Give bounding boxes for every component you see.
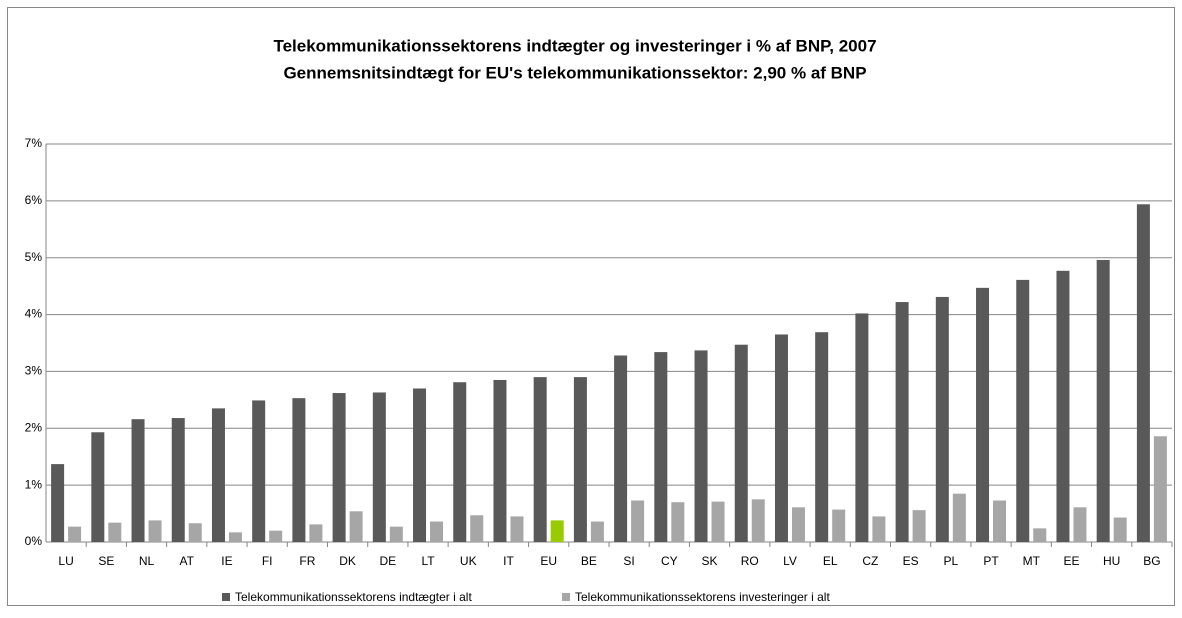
bar [1153, 436, 1167, 542]
x-tick-label: SE [98, 554, 114, 568]
x-tick-label: EL [823, 554, 838, 568]
bar [309, 524, 323, 542]
chart-title: Telekommunikationssektorens indtægter og… [273, 36, 876, 55]
x-tick-label: ES [903, 554, 919, 568]
bar [349, 511, 363, 542]
y-tick-label: 5% [25, 250, 43, 264]
x-tick-label: LT [421, 554, 435, 568]
y-tick-label: 3% [25, 364, 43, 378]
bar [211, 408, 225, 542]
x-tick-label: UK [460, 554, 477, 568]
bar [171, 418, 185, 542]
chart-subtitle: Gennemsnitsindtægt for EU's telekommunik… [283, 63, 866, 82]
bar [1016, 279, 1030, 542]
x-tick-label: FR [299, 554, 315, 568]
bar [51, 464, 65, 542]
bar [751, 499, 765, 542]
bar [1056, 270, 1070, 542]
x-tick-label: EU [540, 554, 557, 568]
bar [614, 355, 628, 542]
y-tick-label: 0% [25, 534, 43, 548]
x-tick-label: BG [1143, 554, 1160, 568]
y-tick-label: 7% [25, 136, 43, 150]
bar [389, 526, 403, 542]
bar [815, 332, 829, 542]
y-tick-label: 2% [25, 420, 43, 434]
bar [148, 520, 162, 542]
legend-swatch [222, 593, 230, 601]
x-tick-label: IT [503, 554, 514, 568]
x-tick-label: SI [623, 554, 634, 568]
bar [976, 287, 990, 542]
x-tick-label: LU [58, 554, 73, 568]
x-tick-label: RO [741, 554, 759, 568]
bar [1136, 204, 1150, 543]
bar [895, 302, 909, 542]
x-tick-label: EE [1063, 554, 1079, 568]
bar [453, 382, 467, 542]
legend-label: Telekommunikationssektorens investeringe… [575, 590, 830, 604]
bar [470, 515, 484, 542]
bar [912, 510, 926, 542]
bar [510, 516, 524, 542]
bar [590, 521, 604, 542]
bar [1033, 528, 1047, 542]
bar [533, 377, 547, 542]
bar [671, 502, 685, 542]
bar [91, 432, 105, 542]
bar [774, 334, 788, 542]
bar [952, 493, 966, 542]
x-tick-label: DK [339, 554, 356, 568]
bar [430, 521, 444, 542]
bar [935, 296, 949, 542]
y-tick-label: 4% [25, 307, 43, 321]
bar [832, 509, 846, 542]
bar [228, 532, 242, 542]
bar [654, 352, 668, 542]
x-tick-label: NL [139, 554, 155, 568]
legend-swatch [562, 593, 570, 601]
bar [791, 507, 805, 542]
bar [269, 530, 283, 542]
bar [573, 377, 587, 542]
bar [1096, 259, 1110, 542]
bar [188, 523, 202, 542]
bar [694, 350, 708, 542]
x-tick-label: PL [943, 554, 958, 568]
bar [131, 419, 145, 542]
x-tick-label: MT [1023, 554, 1041, 568]
bar [734, 344, 748, 542]
x-tick-label: CZ [862, 554, 878, 568]
bar [332, 393, 346, 542]
bar [493, 379, 507, 542]
bar [631, 500, 645, 542]
bar [372, 392, 386, 542]
x-tick-label: HU [1103, 554, 1120, 568]
bar [252, 400, 266, 542]
x-tick-label: PT [983, 554, 999, 568]
x-tick-label: DE [379, 554, 396, 568]
x-tick-label: AT [180, 554, 195, 568]
bar [108, 522, 122, 542]
bar [855, 313, 869, 542]
x-tick-label: FI [262, 554, 273, 568]
bar [292, 398, 306, 542]
bar [413, 388, 427, 542]
y-tick-label: 6% [25, 193, 43, 207]
bar [1073, 507, 1087, 542]
x-tick-label: BE [581, 554, 597, 568]
bar [550, 520, 564, 542]
x-tick-label: LV [783, 554, 797, 568]
bar [68, 526, 82, 542]
bar [711, 501, 725, 542]
x-tick-label: IE [221, 554, 232, 568]
x-tick-label: CY [661, 554, 678, 568]
y-tick-label: 1% [25, 477, 43, 491]
bar [993, 500, 1007, 542]
bar [872, 516, 886, 542]
legend-label: Telekommunikationssektorens indtægter i … [235, 590, 472, 604]
x-tick-label: SK [702, 554, 718, 568]
bar [1113, 517, 1127, 542]
